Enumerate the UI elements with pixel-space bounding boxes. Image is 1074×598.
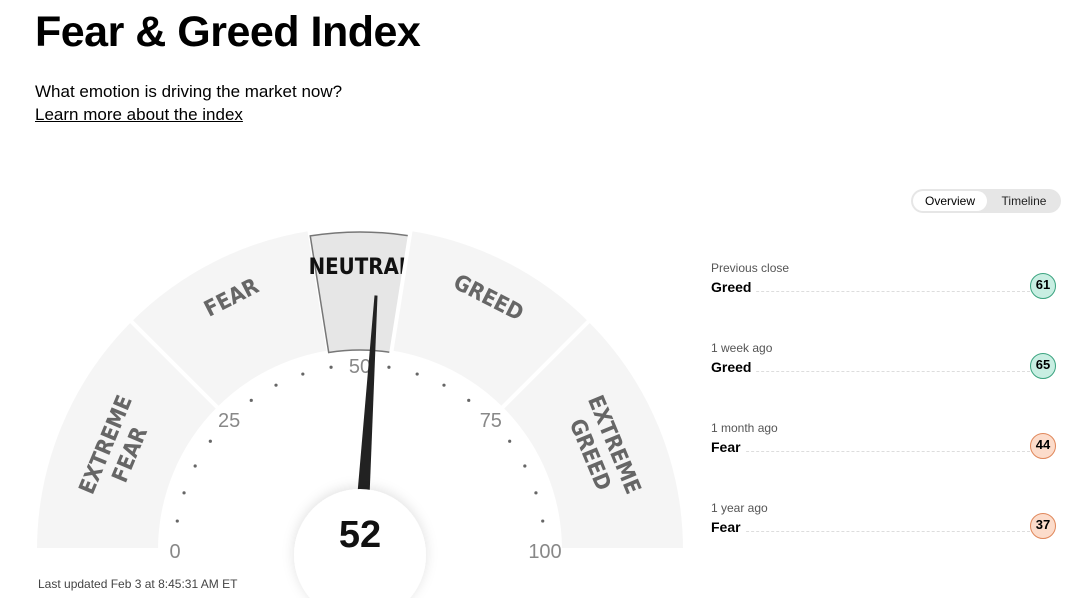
learn-more-link[interactable]: Learn more about the index [35, 105, 243, 124]
history-row-previous-close: Previous close Greed 61 [711, 261, 1056, 301]
gauge-hub [294, 489, 426, 598]
gauge-needle [357, 295, 378, 491]
scale-label: 50 [349, 356, 371, 378]
history-label: 1 month ago [711, 421, 778, 435]
tick-dot [508, 439, 512, 443]
scale-label: 0 [169, 541, 180, 563]
tick-dot [193, 464, 197, 468]
band-label-neutral: NEUTRAL [309, 255, 412, 280]
page-subtitle: What emotion is driving the market now? [35, 82, 343, 101]
history-rating: Greed [711, 359, 756, 375]
history-label: Previous close [711, 261, 790, 275]
history-score-badge: 44 [1030, 433, 1056, 459]
tick-dot [329, 365, 333, 369]
tick-dot [301, 372, 305, 376]
scale-label: 25 [218, 410, 240, 432]
dotted-leader [711, 451, 1030, 452]
tick-dot [182, 491, 186, 495]
tick-dot [274, 383, 278, 387]
tab-timeline[interactable]: Timeline [1001, 194, 1047, 208]
tick-dot [442, 383, 446, 387]
gauge-value: 52 [339, 514, 381, 556]
history-label: 1 year ago [711, 501, 768, 515]
view-toggle: Overview Timeline [911, 189, 1061, 213]
tick-dot [523, 464, 527, 468]
page-title: Fear & Greed Index [35, 8, 421, 56]
dotted-leader [711, 371, 1030, 372]
history-score-badge: 65 [1030, 353, 1056, 379]
tick-dot [467, 398, 471, 402]
tick-dot [175, 519, 179, 523]
last-updated: Last updated Feb 3 at 8:45:31 AM ET [38, 577, 238, 591]
history-row-1-month: 1 month ago Fear 44 [711, 421, 1056, 461]
tick-dot [534, 491, 538, 495]
tick-dot [249, 398, 253, 402]
tick-dot [208, 439, 212, 443]
history-score-badge: 37 [1030, 513, 1056, 539]
dotted-leader [711, 291, 1030, 292]
band-fear [127, 226, 332, 412]
tick-dot [415, 372, 419, 376]
history-rating: Fear [711, 519, 745, 535]
history-label: 1 week ago [711, 341, 773, 355]
band-label-line: NEUTRAL [309, 255, 412, 280]
tab-overview[interactable]: Overview [913, 191, 987, 211]
history-row-1-week: 1 week ago Greed 65 [711, 341, 1056, 381]
history-rating: Greed [711, 279, 756, 295]
fear-greed-gauge: EXTREMEFEARFEARNEUTRALGREEDEXTREMEGREED0… [32, 226, 688, 598]
tick-dot [387, 365, 391, 369]
history-rating: Fear [711, 439, 745, 455]
band-extreme-greed [498, 317, 688, 552]
history-score-badge: 61 [1030, 273, 1056, 299]
scale-label: 75 [480, 410, 502, 432]
tick-dot [541, 519, 545, 523]
history-row-1-year: 1 year ago Fear 37 [711, 501, 1056, 541]
dotted-leader [711, 531, 1030, 532]
scale-label: 100 [528, 541, 561, 563]
